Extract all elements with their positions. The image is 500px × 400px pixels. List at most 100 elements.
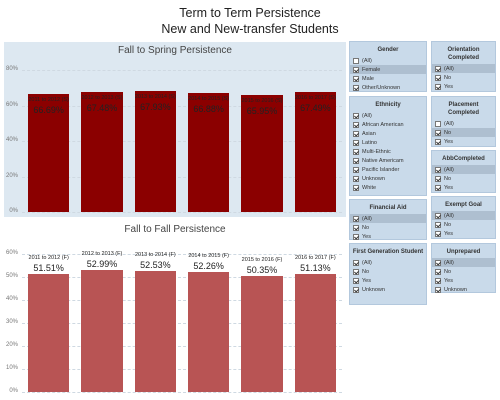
exempt-goal-option[interactable]: No bbox=[432, 220, 495, 229]
checkbox-icon[interactable] bbox=[435, 74, 441, 81]
orientation-filter: Orientation Completed (All) No Yes bbox=[431, 41, 496, 92]
checkbox-icon[interactable] bbox=[435, 221, 441, 228]
checkbox-icon[interactable] bbox=[353, 215, 359, 222]
checkbox-icon[interactable] bbox=[353, 184, 359, 191]
first-generation-option-label: No bbox=[362, 268, 370, 275]
orientation-option[interactable]: Yes bbox=[432, 82, 495, 91]
checkbox-icon[interactable] bbox=[435, 230, 441, 237]
gender-option[interactable]: Female bbox=[350, 65, 426, 74]
checkbox-icon[interactable] bbox=[353, 224, 359, 231]
fall-bar-category-label: 2013 to 2014 (F) bbox=[134, 252, 176, 259]
ethnicity-option[interactable]: African American bbox=[350, 120, 426, 129]
first-generation-option[interactable]: (All) bbox=[350, 258, 426, 267]
checkbox-icon[interactable] bbox=[353, 139, 359, 146]
financial-aid-option[interactable]: Yes bbox=[350, 232, 426, 241]
fall-bar[interactable] bbox=[81, 270, 123, 392]
ethnicity-option-label: Multi-Ethnic bbox=[362, 148, 391, 155]
ethnicity-option[interactable]: (All) bbox=[350, 111, 426, 120]
placement-option[interactable]: (All) bbox=[432, 119, 495, 128]
first-generation-option[interactable]: Unknown bbox=[350, 285, 426, 294]
first-generation-option[interactable]: No bbox=[350, 267, 426, 276]
checkbox-icon[interactable] bbox=[353, 148, 359, 155]
spring-bar[interactable] bbox=[294, 92, 337, 212]
ethnicity-option[interactable]: Latino bbox=[350, 138, 426, 147]
checkbox-icon[interactable] bbox=[353, 130, 359, 137]
checkbox-icon[interactable] bbox=[435, 175, 441, 182]
fall-bar[interactable] bbox=[294, 274, 337, 392]
first-generation-option[interactable]: Yes bbox=[350, 276, 426, 285]
exempt-goal-option-label: No bbox=[444, 221, 452, 228]
abbcompleted-option-label: Yes bbox=[444, 184, 453, 191]
checkbox-icon[interactable] bbox=[435, 138, 441, 145]
checkbox-icon[interactable] bbox=[435, 129, 441, 136]
checkbox-icon[interactable] bbox=[435, 268, 441, 275]
spring-bar-category-label: 2013 to 2014 (S) bbox=[134, 94, 176, 101]
unprepared-option[interactable]: (All) bbox=[432, 258, 495, 267]
checkbox-icon[interactable] bbox=[353, 66, 359, 73]
checkbox-icon[interactable] bbox=[353, 84, 359, 91]
checkbox-icon[interactable] bbox=[435, 286, 441, 293]
ethnicity-option[interactable]: Unknown bbox=[350, 174, 426, 183]
financial-aid-option[interactable]: (All) bbox=[350, 214, 426, 223]
abbcompleted-option[interactable]: No bbox=[432, 174, 495, 183]
exempt-goal-option[interactable]: (All) bbox=[432, 211, 495, 220]
checkbox-icon[interactable] bbox=[353, 175, 359, 182]
ethnicity-option[interactable]: Native Americam bbox=[350, 156, 426, 165]
spring-chart-plot: 80% 60% 40% 20% 0% 2011 to 2012 (S) 66.69% 2012… bbox=[6, 66, 342, 214]
placement-option[interactable]: No bbox=[432, 128, 495, 137]
checkbox-icon[interactable] bbox=[435, 212, 441, 219]
fall-gridline bbox=[22, 369, 342, 370]
checkbox-icon[interactable] bbox=[353, 57, 359, 64]
unprepared-option[interactable]: Unknown bbox=[432, 285, 495, 294]
checkbox-icon[interactable] bbox=[353, 233, 359, 240]
checkbox-icon[interactable] bbox=[435, 83, 441, 90]
spring-bar[interactable] bbox=[187, 93, 230, 212]
spring-bar[interactable] bbox=[81, 92, 123, 212]
checkbox-icon[interactable] bbox=[353, 166, 359, 173]
checkbox-icon[interactable] bbox=[353, 121, 359, 128]
fall-bar[interactable] bbox=[241, 276, 283, 392]
checkbox-icon[interactable] bbox=[353, 286, 359, 293]
checkbox-icon[interactable] bbox=[435, 184, 441, 191]
ethnicity-option[interactable]: Asian bbox=[350, 129, 426, 138]
orientation-option[interactable]: (All) bbox=[432, 64, 495, 73]
fall-y-tick-label: 40% bbox=[5, 296, 18, 302]
ethnicity-option[interactable]: Pacific Islander bbox=[350, 165, 426, 174]
checkbox-icon[interactable] bbox=[353, 112, 359, 119]
fall-bar[interactable] bbox=[134, 271, 177, 392]
checkbox-icon[interactable] bbox=[435, 259, 441, 266]
exempt-goal-option[interactable]: Yes bbox=[432, 229, 495, 238]
spring-bar[interactable] bbox=[241, 94, 283, 212]
abbcompleted-option[interactable]: (All) bbox=[432, 165, 495, 174]
checkbox-icon[interactable] bbox=[353, 277, 359, 284]
ethnicity-option[interactable]: White bbox=[350, 183, 426, 192]
orientation-option-label: Yes bbox=[444, 83, 453, 90]
spring-bar-category-label: 2015 to 2016 (S) bbox=[241, 97, 283, 104]
fall-bar[interactable] bbox=[27, 273, 70, 392]
checkbox-icon[interactable] bbox=[353, 259, 359, 266]
checkbox-icon[interactable] bbox=[435, 277, 441, 284]
spring-bar[interactable] bbox=[134, 91, 177, 212]
unprepared-option[interactable]: No bbox=[432, 267, 495, 276]
ethnicity-option[interactable]: Multi-Ethnic bbox=[350, 147, 426, 156]
fall-bar[interactable] bbox=[187, 271, 230, 392]
gender-option[interactable]: Other/Unknown bbox=[350, 83, 426, 92]
checkbox-icon[interactable] bbox=[353, 157, 359, 164]
checkbox-icon[interactable] bbox=[435, 120, 441, 127]
checkbox-icon[interactable] bbox=[435, 65, 441, 72]
ethnicity-option-label: Pacific Islander bbox=[362, 166, 400, 173]
spring-bar[interactable] bbox=[27, 93, 70, 212]
financial-aid-filter: Financial Aid (All) No Yes bbox=[349, 199, 427, 240]
gender-option[interactable]: (All) bbox=[350, 56, 426, 65]
first-generation-option-label: Yes bbox=[362, 277, 371, 284]
gender-option[interactable]: Male bbox=[350, 74, 426, 83]
orientation-option[interactable]: No bbox=[432, 73, 495, 82]
abbcompleted-option[interactable]: Yes bbox=[432, 183, 495, 192]
placement-option[interactable]: Yes bbox=[432, 137, 495, 146]
checkbox-icon[interactable] bbox=[435, 166, 441, 173]
financial-aid-option[interactable]: No bbox=[350, 223, 426, 232]
orientation-filter-title: Orientation Completed bbox=[447, 47, 480, 61]
checkbox-icon[interactable] bbox=[353, 268, 359, 275]
checkbox-icon[interactable] bbox=[353, 75, 359, 82]
unprepared-option[interactable]: Yes bbox=[432, 276, 495, 285]
